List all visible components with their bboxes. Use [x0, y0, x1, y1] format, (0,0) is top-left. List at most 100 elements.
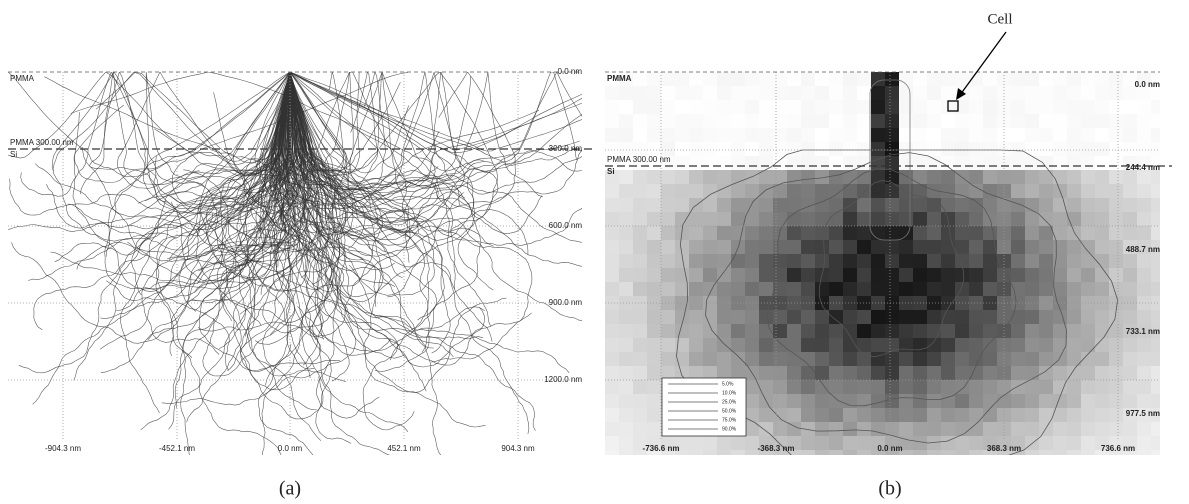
- heat-cell: [857, 212, 871, 226]
- heat-cell: [871, 184, 885, 198]
- heat-cell: [1067, 338, 1081, 352]
- heat-cell: [1123, 422, 1137, 436]
- heat-cell: [759, 240, 773, 254]
- heat-cell: [731, 338, 745, 352]
- heat-cell: [1011, 128, 1025, 142]
- heat-cell: [1067, 268, 1081, 282]
- heat-cell: [1151, 100, 1165, 114]
- trajectory: [0, 72, 290, 177]
- heat-cell: [633, 170, 647, 184]
- heat-cell: [899, 422, 913, 436]
- heat-cell: [787, 156, 801, 170]
- depth-label: 0.0 nm: [1135, 80, 1160, 89]
- heat-cell: [1025, 114, 1039, 128]
- heat-cell: [1151, 142, 1165, 156]
- heat-cell: [927, 254, 941, 268]
- heat-cell: [1011, 156, 1025, 170]
- heat-cell: [857, 72, 871, 86]
- heat-cell: [885, 212, 899, 226]
- heat-cell: [619, 450, 633, 464]
- heat-cell: [899, 324, 913, 338]
- heat-cell: [619, 198, 633, 212]
- heat-cell: [829, 142, 843, 156]
- heat-cell: [619, 100, 633, 114]
- heat-cell: [1151, 184, 1165, 198]
- heat-cell: [633, 408, 647, 422]
- heat-cell: [1137, 226, 1151, 240]
- heat-cell: [885, 226, 899, 240]
- heat-cell: [689, 268, 703, 282]
- heat-cell: [647, 72, 661, 86]
- heat-cell: [1095, 310, 1109, 324]
- heat-cell: [1025, 128, 1039, 142]
- heat-cell: [969, 366, 983, 380]
- heat-cell: [787, 394, 801, 408]
- heat-cell: [647, 338, 661, 352]
- heat-cell: [1011, 380, 1025, 394]
- heat-cell: [1137, 114, 1151, 128]
- heat-cell: [1109, 408, 1123, 422]
- heat-cell: [1137, 212, 1151, 226]
- heat-cell: [745, 128, 759, 142]
- heat-cell: [941, 282, 955, 296]
- heat-cell: [1039, 226, 1053, 240]
- heat-cell: [955, 422, 969, 436]
- heat-cell: [1039, 254, 1053, 268]
- heat-cell: [605, 338, 619, 352]
- heat-cell: [787, 282, 801, 296]
- heat-cell: [1067, 170, 1081, 184]
- heat-cell: [675, 72, 689, 86]
- layer-label: PMMA 300.00 nm: [10, 138, 74, 147]
- trajectory: [89, 72, 290, 216]
- heat-cell: [773, 240, 787, 254]
- heat-cell: [1151, 212, 1165, 226]
- heat-cell: [661, 226, 675, 240]
- heat-cell: [871, 422, 885, 436]
- heat-cell: [647, 380, 661, 394]
- heat-cell: [969, 338, 983, 352]
- heat-cell: [885, 394, 899, 408]
- heat-cell: [801, 170, 815, 184]
- heat-cell: [1025, 254, 1039, 268]
- heat-cell: [787, 226, 801, 240]
- heat-cell: [871, 380, 885, 394]
- heat-cell: [689, 240, 703, 254]
- heat-cell: [927, 268, 941, 282]
- heat-cell: [1123, 310, 1137, 324]
- heat-cell: [843, 422, 857, 436]
- heat-cell: [969, 114, 983, 128]
- heat-cell: [633, 226, 647, 240]
- heat-cell: [829, 268, 843, 282]
- heat-cell: [745, 198, 759, 212]
- heat-cell: [801, 366, 815, 380]
- heat-cell: [689, 128, 703, 142]
- heat-cell: [1109, 226, 1123, 240]
- heat-cell: [717, 338, 731, 352]
- layer-label: PMMA: [607, 74, 632, 83]
- heat-cell: [787, 324, 801, 338]
- heat-cell: [703, 310, 717, 324]
- heat-cell: [675, 170, 689, 184]
- heat-cell: [1025, 394, 1039, 408]
- heat-cell: [885, 240, 899, 254]
- heat-cell: [843, 212, 857, 226]
- heat-cell: [745, 100, 759, 114]
- heat-cell: [969, 156, 983, 170]
- heat-cell: [941, 268, 955, 282]
- heat-cell: [941, 240, 955, 254]
- heat-cell: [745, 114, 759, 128]
- heat-cell: [913, 170, 927, 184]
- heat-cell: [1011, 352, 1025, 366]
- heat-cell: [773, 114, 787, 128]
- lateral-label: -904.3 nm: [45, 444, 81, 453]
- heat-cell: [759, 408, 773, 422]
- heat-cell: [955, 408, 969, 422]
- heat-cell: [1109, 100, 1123, 114]
- heat-cell: [871, 100, 885, 114]
- heat-cell: [885, 114, 899, 128]
- heat-cell: [829, 226, 843, 240]
- heat-cell: [633, 198, 647, 212]
- lateral-label: 904.3 nm: [501, 444, 535, 453]
- heat-cell: [815, 72, 829, 86]
- heat-cell: [969, 408, 983, 422]
